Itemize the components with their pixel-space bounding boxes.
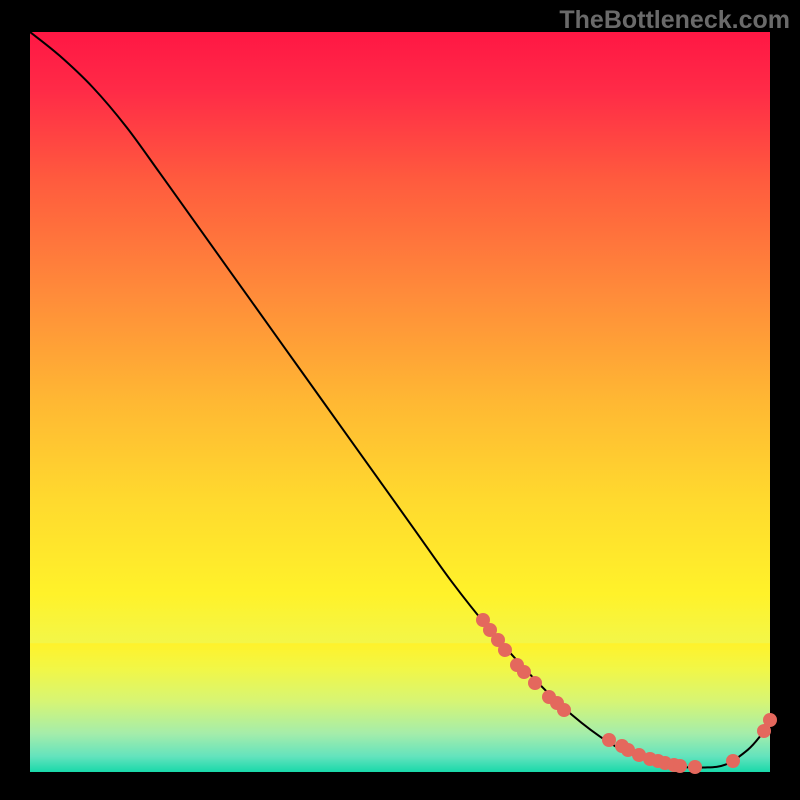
- bottleneck-curve: [30, 32, 770, 772]
- plot-area: [30, 32, 770, 772]
- data-point-marker: [673, 759, 687, 773]
- data-point-marker: [763, 713, 777, 727]
- data-point-marker: [528, 676, 542, 690]
- data-point-marker: [498, 643, 512, 657]
- data-point-marker: [517, 665, 531, 679]
- data-point-marker: [726, 754, 740, 768]
- data-point-marker: [557, 703, 571, 717]
- watermark-text: TheBottleneck.com: [559, 6, 790, 35]
- data-point-marker: [688, 760, 702, 774]
